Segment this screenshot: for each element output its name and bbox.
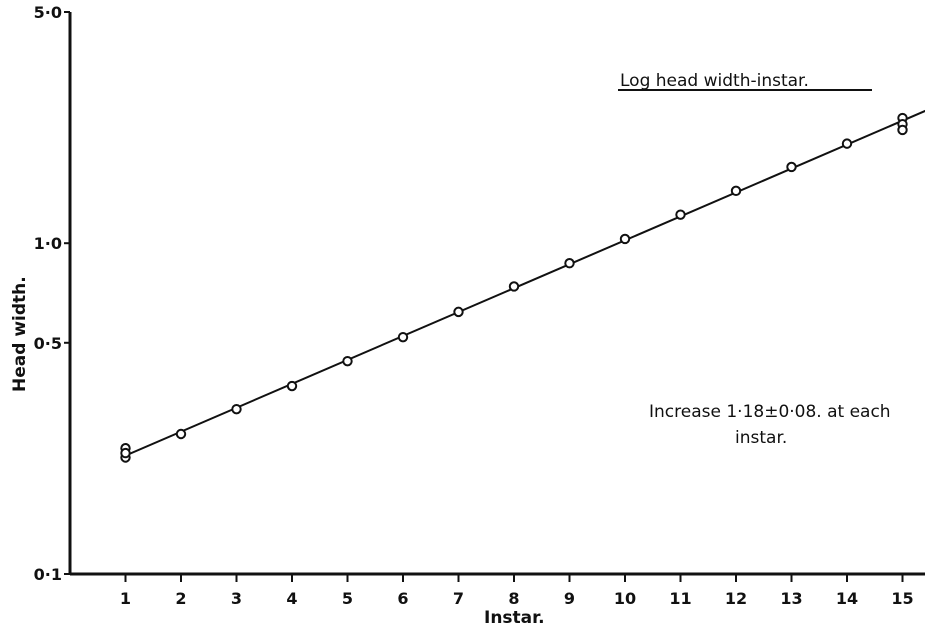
x-tick-label: 8 (508, 589, 519, 608)
y-axis-title: Head width. (10, 276, 30, 392)
data-point (675, 209, 686, 220)
x-tick-label: 12 (725, 589, 747, 608)
x-tick-label: 4 (286, 589, 297, 608)
x-tick-label: 9 (564, 589, 575, 608)
x-tick-label: 13 (780, 589, 802, 608)
y-tick-label: 0·5 (34, 334, 62, 353)
chart-title: Log head width-instar. (620, 71, 809, 91)
annotation-line2: instar. (735, 428, 787, 448)
data-point (841, 138, 853, 149)
x-tick-label: 6 (397, 589, 408, 608)
data-point (730, 185, 742, 197)
x-tick-label: 2 (175, 589, 186, 608)
y-tick-label: 1·0 (34, 234, 62, 253)
x-tick-label: 5 (342, 589, 353, 608)
y-tick-label: 0·1 (34, 565, 62, 584)
x-axis-title: Instar. (484, 608, 545, 628)
data-point (286, 380, 298, 392)
data-points (120, 112, 908, 463)
data-point (564, 258, 575, 269)
y-tick-label: 5·0 (34, 3, 62, 22)
x-tick-label: 11 (669, 589, 691, 608)
tick-labels: 1 2 3 4 5 6 7 8 9 10 11 12 13 14 150·10·51·05·0 (34, 3, 914, 608)
x-tick-label: 15 (891, 589, 913, 608)
axes (64, 11, 925, 582)
data-point (342, 355, 353, 367)
x-tick-label: 10 (614, 589, 636, 608)
data-point (231, 403, 242, 415)
x-tick-label: 14 (836, 589, 858, 608)
x-tick-label: 3 (231, 589, 242, 608)
x-tick-label: 1 (120, 589, 131, 608)
x-tick-label: 7 (453, 589, 464, 608)
data-point (120, 447, 131, 459)
data-point (897, 124, 908, 136)
data-point (453, 306, 464, 318)
data-point (175, 428, 187, 440)
data-point (619, 233, 631, 245)
data-point (508, 281, 520, 292)
data-point (786, 161, 797, 173)
annotation-line1: Increase 1·18±0·08. at each (649, 402, 891, 422)
data-point (397, 331, 409, 343)
